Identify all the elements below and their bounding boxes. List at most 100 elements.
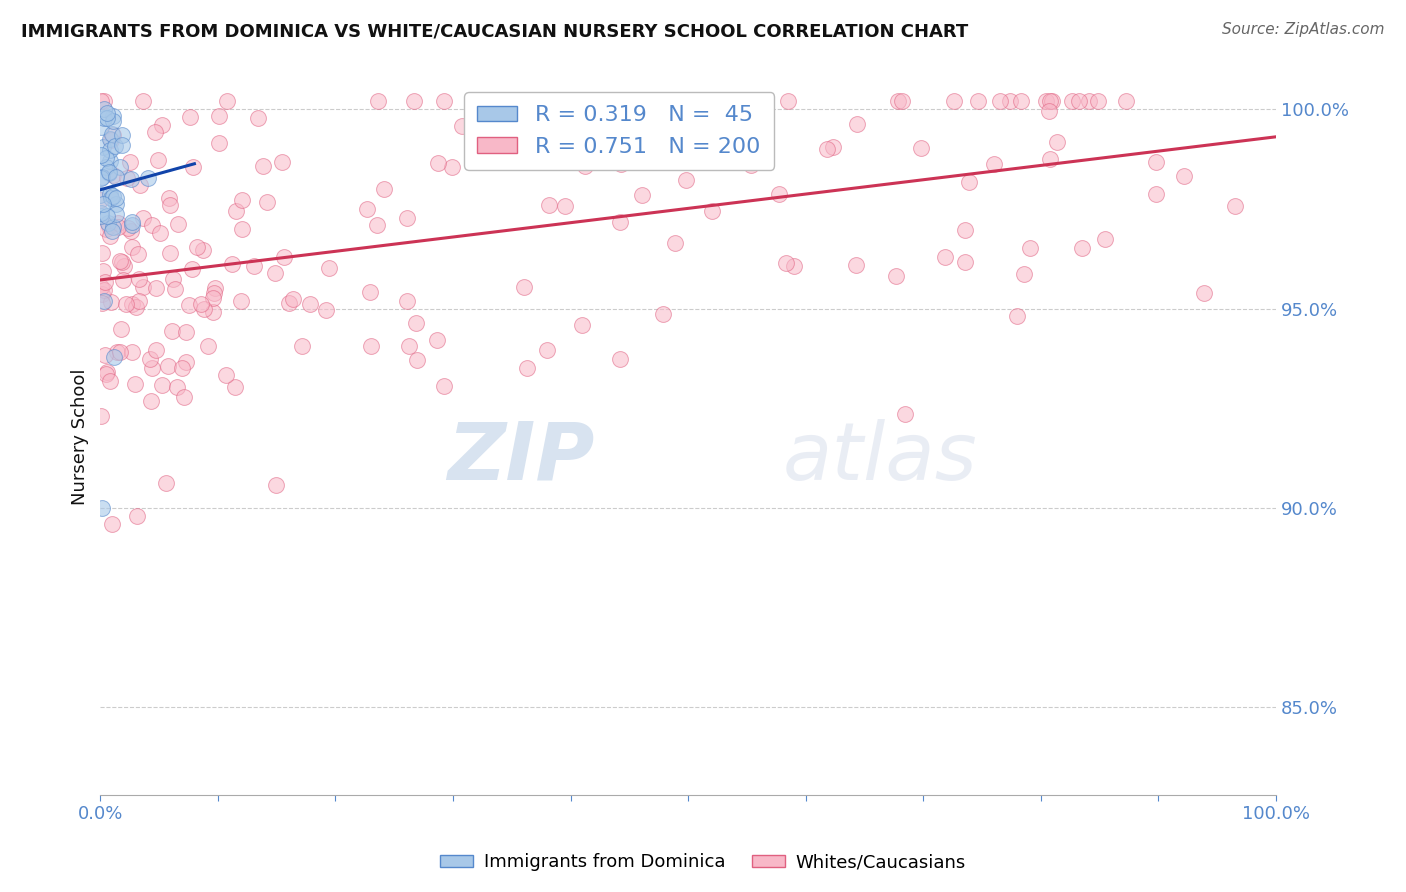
Point bbox=[1035, 95, 1057, 109]
Point bbox=[117, 221, 139, 235]
Point bbox=[180, 262, 202, 277]
Text: atlas: atlas bbox=[782, 418, 977, 497]
Point bbox=[93, 276, 115, 290]
Point bbox=[125, 508, 148, 523]
Point bbox=[318, 260, 340, 275]
Point bbox=[366, 218, 388, 232]
Point bbox=[1040, 95, 1063, 109]
Point bbox=[89, 193, 111, 207]
Point bbox=[101, 114, 124, 128]
Point bbox=[101, 189, 124, 203]
Point bbox=[278, 296, 301, 310]
Point bbox=[148, 153, 170, 167]
Point bbox=[170, 360, 193, 375]
Point bbox=[132, 95, 155, 109]
Point bbox=[128, 272, 150, 286]
Point bbox=[111, 128, 134, 142]
Point bbox=[204, 281, 226, 295]
Point bbox=[91, 140, 114, 154]
Point bbox=[1067, 95, 1090, 109]
Point bbox=[132, 280, 155, 294]
Point bbox=[93, 102, 115, 116]
Point bbox=[120, 171, 142, 186]
Point bbox=[231, 293, 253, 308]
Point bbox=[266, 478, 288, 492]
Point bbox=[256, 194, 278, 209]
Point bbox=[495, 95, 517, 109]
Point bbox=[93, 293, 115, 308]
Point bbox=[91, 169, 114, 184]
Point bbox=[252, 159, 274, 173]
Point bbox=[96, 106, 118, 120]
Point bbox=[190, 296, 212, 310]
Point bbox=[672, 130, 695, 145]
Point bbox=[103, 350, 125, 364]
Point bbox=[91, 264, 114, 278]
Point bbox=[633, 95, 655, 109]
Point bbox=[768, 186, 790, 201]
Point bbox=[451, 120, 474, 134]
Point bbox=[609, 215, 631, 229]
Point bbox=[360, 339, 382, 353]
Point bbox=[1071, 241, 1094, 255]
Point bbox=[104, 191, 127, 205]
Point bbox=[93, 95, 115, 109]
Point bbox=[1039, 152, 1062, 166]
Point bbox=[121, 215, 143, 229]
Point bbox=[90, 120, 112, 134]
Point bbox=[537, 198, 560, 212]
Point bbox=[98, 228, 121, 243]
Point bbox=[97, 165, 120, 179]
Point bbox=[100, 295, 122, 310]
Point bbox=[574, 159, 596, 173]
Point bbox=[94, 348, 117, 362]
Point bbox=[141, 361, 163, 376]
Point bbox=[107, 219, 129, 234]
Point bbox=[675, 173, 697, 187]
Point bbox=[115, 171, 138, 186]
Point bbox=[1010, 95, 1032, 109]
Point bbox=[145, 281, 167, 295]
Point bbox=[101, 224, 124, 238]
Point bbox=[1144, 187, 1167, 202]
Point bbox=[183, 160, 205, 174]
Point bbox=[658, 95, 681, 109]
Point bbox=[145, 343, 167, 358]
Point bbox=[943, 95, 966, 109]
Point bbox=[103, 109, 125, 123]
Point bbox=[101, 127, 124, 141]
Point bbox=[398, 339, 420, 353]
Point bbox=[373, 181, 395, 195]
Point bbox=[562, 143, 585, 157]
Point bbox=[356, 202, 378, 216]
Point bbox=[111, 255, 134, 269]
Text: Source: ZipAtlas.com: Source: ZipAtlas.com bbox=[1222, 22, 1385, 37]
Point bbox=[783, 259, 806, 273]
Point bbox=[124, 376, 146, 391]
Point bbox=[616, 155, 638, 169]
Point bbox=[100, 133, 122, 147]
Point bbox=[101, 168, 124, 182]
Point bbox=[891, 95, 914, 109]
Point bbox=[427, 156, 450, 170]
Point bbox=[159, 246, 181, 260]
Point bbox=[174, 326, 197, 340]
Point bbox=[121, 218, 143, 232]
Point bbox=[554, 199, 576, 213]
Point bbox=[90, 287, 112, 301]
Point bbox=[96, 160, 118, 174]
Point bbox=[405, 316, 427, 330]
Point bbox=[489, 95, 512, 109]
Point bbox=[186, 240, 208, 254]
Point bbox=[156, 359, 179, 373]
Point bbox=[273, 251, 295, 265]
Point bbox=[536, 343, 558, 357]
Point bbox=[215, 95, 238, 109]
Point bbox=[107, 215, 129, 229]
Point bbox=[1094, 232, 1116, 246]
Legend: R = 0.319   N =  45, R = 0.751   N = 200: R = 0.319 N = 45, R = 0.751 N = 200 bbox=[464, 92, 773, 169]
Point bbox=[193, 302, 215, 317]
Point bbox=[1087, 95, 1109, 109]
Point bbox=[90, 409, 112, 423]
Point bbox=[163, 282, 186, 296]
